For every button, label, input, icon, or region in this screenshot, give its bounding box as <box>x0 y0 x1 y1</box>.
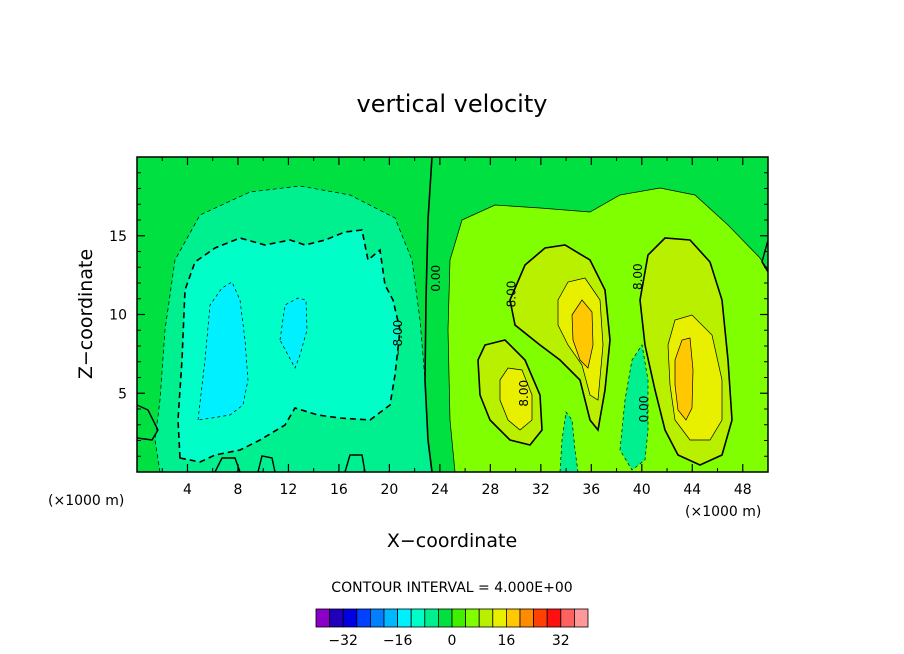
contour-label: 8.00 <box>631 263 645 290</box>
colorbar-swatch <box>437 608 453 628</box>
colorbar-swatch <box>410 608 426 628</box>
colorbar-swatch <box>505 608 521 628</box>
colorbar-swatch <box>369 608 385 628</box>
y-tick-label: 5 <box>118 386 127 402</box>
x-unit-left: (×1000 m) <box>48 493 124 509</box>
colorbar-swatch <box>519 608 535 628</box>
colorbar-swatch <box>546 608 562 628</box>
region-minus-4-slivers <box>559 344 649 472</box>
colorbar-swatch <box>492 608 507 628</box>
colorbar-swatch <box>451 608 467 628</box>
contour-labels: −8.00 0.00 8.00 8.00 8.00 0.00 <box>391 263 651 422</box>
zero-contour-edges <box>137 239 768 441</box>
x-tick-label: 24 <box>431 482 449 498</box>
contour-label: 0.00 <box>429 265 443 292</box>
zero-contour-left <box>424 157 433 472</box>
colorbar-swatch <box>342 608 358 628</box>
contour-interval-text: CONTOUR INTERVAL = 4.000E+00 <box>331 580 572 596</box>
colorbar-swatch <box>574 608 589 628</box>
colorbar-swatch <box>329 608 344 628</box>
x-tick-label: 32 <box>532 482 550 498</box>
colorbar-swatch <box>424 608 439 628</box>
contour-label: 8.00 <box>517 380 531 407</box>
contour-label: −8.00 <box>391 320 405 357</box>
colorbar-swatch <box>383 608 399 628</box>
x-tick-label: 12 <box>280 482 298 498</box>
colorbar-tick-label: −16 <box>383 633 413 649</box>
contour-label: 8.00 <box>505 281 519 308</box>
chart-title: vertical velocity <box>357 90 548 118</box>
y-tick-label: 15 <box>109 229 127 245</box>
colorbar <box>315 608 589 628</box>
colorbar-swatch <box>533 608 548 628</box>
colorbar-swatch <box>397 608 412 628</box>
x-tick-label: 36 <box>582 482 600 498</box>
colorbar-swatch <box>356 608 371 628</box>
colorbar-tick-label: −32 <box>328 633 358 649</box>
colorbar-swatch <box>478 608 494 628</box>
region-plus-20-a <box>571 299 594 369</box>
x-axis-ticks: 4 8 12 16 20 24 28 32 36 40 44 48 <box>161 157 752 498</box>
region-minus-12-a <box>197 281 249 421</box>
x-axis-label: X−coordinate <box>387 530 517 552</box>
x-tick-label: 20 <box>380 482 398 498</box>
region-plus-16-b <box>499 367 533 431</box>
x-tick-label: 28 <box>481 482 499 498</box>
colorbar-ticks: −32 −16 0 16 32 <box>328 633 569 649</box>
colorbar-swatch <box>560 608 575 628</box>
colorbar-tick-label: 32 <box>552 633 570 649</box>
y-tick-label: 10 <box>109 308 127 324</box>
x-tick-label: 40 <box>633 482 651 498</box>
contour-label: 0.00 <box>637 396 651 423</box>
x-unit-right: (×1000 m) <box>685 504 761 520</box>
region-plus-20-b <box>674 337 694 421</box>
y-axis-label: Z−coordinate <box>75 249 97 379</box>
x-tick-label: 48 <box>734 482 752 498</box>
colorbar-swatch <box>315 608 331 628</box>
region-minus-12-b <box>279 297 308 369</box>
x-tick-label: 4 <box>183 482 192 498</box>
x-tick-label: 16 <box>330 482 348 498</box>
y-axis-ticks: 5 10 15 <box>109 172 768 457</box>
colorbar-tick-label: 0 <box>448 633 457 649</box>
x-tick-label: 8 <box>233 482 242 498</box>
colorbar-tick-label: 16 <box>497 633 515 649</box>
plot-area <box>137 157 768 472</box>
colorbar-swatch <box>465 608 480 628</box>
x-tick-label: 44 <box>683 482 701 498</box>
